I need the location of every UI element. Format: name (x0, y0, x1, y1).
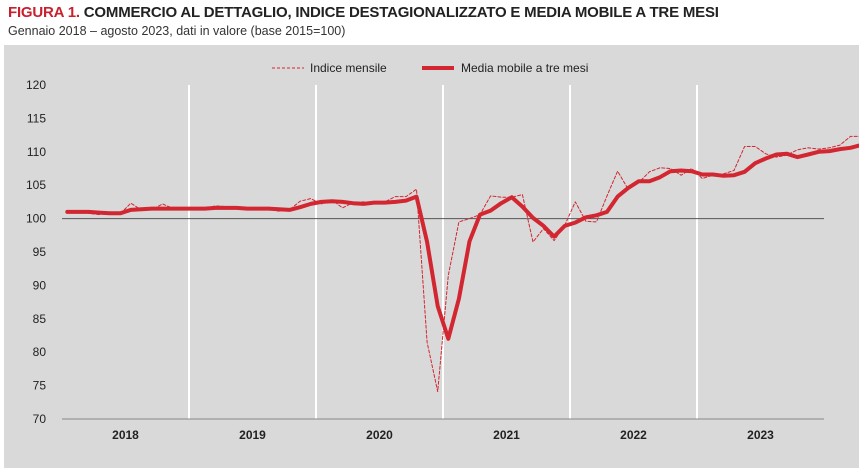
x-tick-label-year: 2021 (493, 428, 520, 442)
axis-layer: 70 75 80 85 90 95 100 105 110 115 120 2018 2019 2020 2… (26, 78, 824, 442)
figure-label: FIGURA 1. (8, 4, 80, 21)
line-chart: 70 75 80 85 90 95 100 105 110 115 120 2018 2019 2020 2… (4, 45, 859, 468)
title-text: COMMERCIO AL DETTAGLIO, INDICE DESTAGION… (83, 4, 719, 21)
y-tick-label: 105 (26, 178, 46, 192)
y-tick-label: 70 (33, 412, 47, 426)
y-tick-label: 100 (26, 212, 46, 226)
series-layer (65, 135, 859, 393)
x-tick-label-year: 2022 (620, 428, 647, 442)
chart-title: FIGURA 1. COMMERCIO AL DETTAGLIO, INDICE… (8, 4, 719, 21)
y-tick-label: 90 (33, 278, 47, 292)
y-tick-label: 80 (33, 345, 47, 359)
x-tick-label-year: 2023 (747, 428, 774, 442)
chart-container: 70 75 80 85 90 95 100 105 110 115 120 2018 2019 2020 2… (4, 45, 859, 468)
y-tick-label: 95 (33, 245, 47, 259)
legend: Indice mensile Media mobile a tre mesi (272, 61, 588, 75)
legend-label-indice-mensile: Indice mensile (310, 61, 387, 75)
x-tick-label-year: 2019 (239, 428, 266, 442)
y-tick-label: 85 (33, 312, 47, 326)
legend-label-media-mobile: Media mobile a tre mesi (461, 61, 588, 75)
x-tick-label-year: 2020 (366, 428, 393, 442)
y-tick-label: 110 (27, 145, 46, 159)
y-tick-label: 115 (27, 111, 46, 125)
y-tick-label: 120 (26, 78, 46, 92)
y-tick-label: 75 (33, 379, 47, 393)
x-tick-label-year: 2018 (112, 428, 139, 442)
series-line-media-mobile (65, 143, 859, 341)
grid-layer (62, 85, 824, 419)
chart-subtitle: Gennaio 2018 – agosto 2023, dati in valo… (8, 24, 346, 38)
